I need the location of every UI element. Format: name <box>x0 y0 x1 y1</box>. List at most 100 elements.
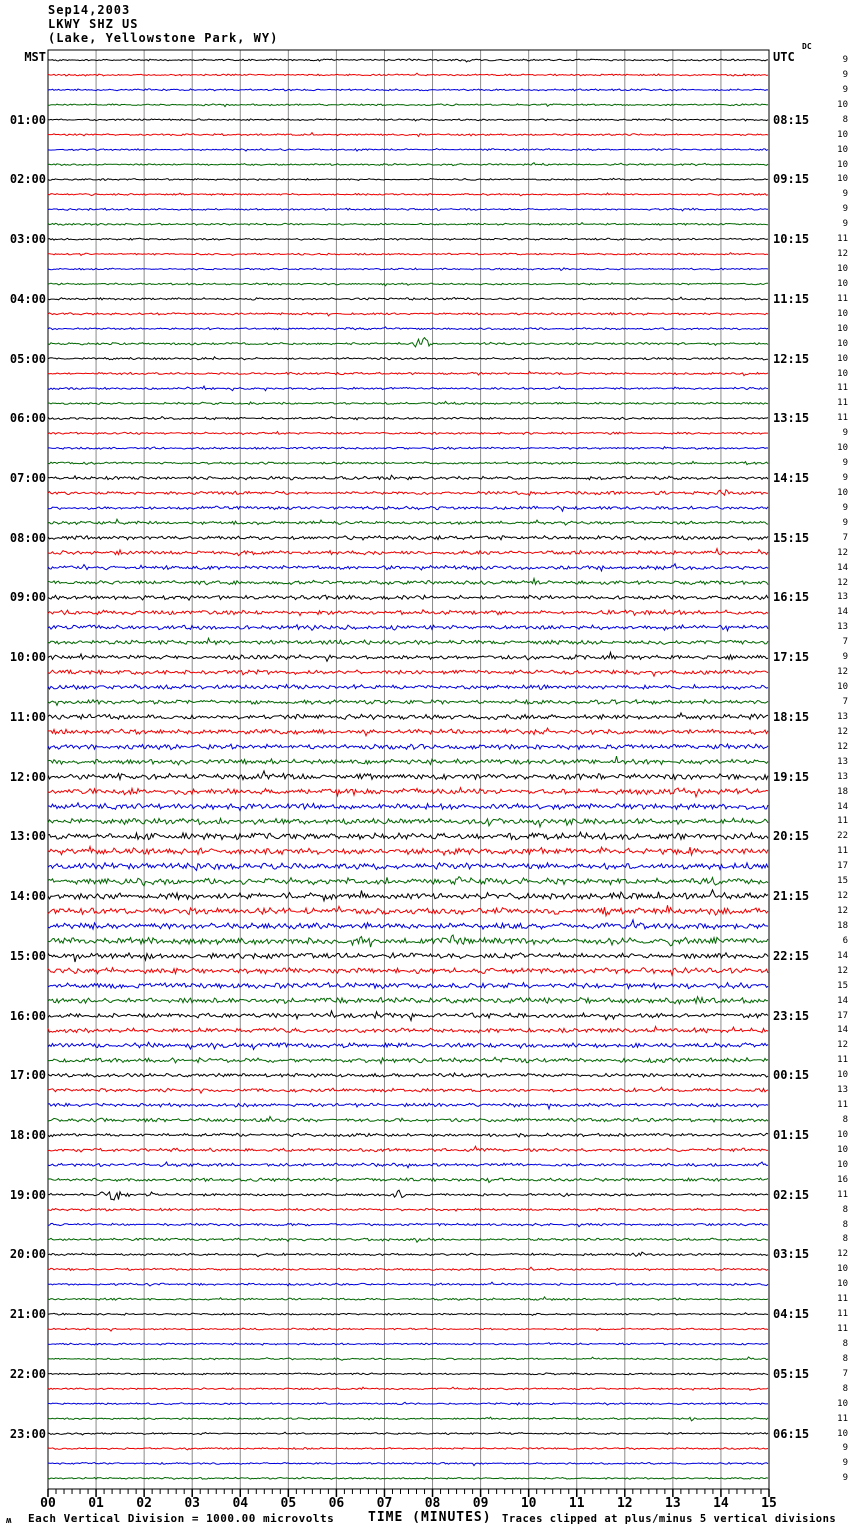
seismo-trace <box>47 430 768 436</box>
seismo-trace <box>47 650 769 663</box>
location-label: (Lake, Yellowstone Park, WY) <box>48 31 279 45</box>
dc-value: 12 <box>837 667 848 678</box>
dc-value: 11 <box>837 398 848 409</box>
dc-value: 9 <box>842 473 848 484</box>
mst-label: 21:00 <box>9 1307 46 1322</box>
dc-value: 10 <box>837 144 848 155</box>
mst-label: 15:00 <box>9 948 46 963</box>
utc-label: 15:15 <box>773 530 810 545</box>
dc-value: 14 <box>837 950 848 961</box>
utc-label: 22:15 <box>773 948 810 963</box>
seismo-trace <box>48 445 769 450</box>
seismo-trace <box>47 905 769 918</box>
seismo-trace <box>47 505 769 513</box>
x-tick-label: 13 <box>665 1496 681 1511</box>
dc-value: 12 <box>837 1040 848 1051</box>
seismo-trace <box>47 981 769 991</box>
dc-value: 12 <box>837 965 848 976</box>
seismo-trace <box>47 1041 769 1051</box>
dc-value: 11 <box>837 1413 848 1424</box>
dc-value: 8 <box>842 1383 848 1394</box>
dc-value: 15 <box>837 980 848 991</box>
seismo-trace <box>47 918 769 931</box>
dc-value: 22 <box>837 831 848 842</box>
dc-value: 16 <box>837 1174 848 1185</box>
seismo-trace <box>47 267 769 272</box>
seismo-trace <box>47 1024 769 1034</box>
dc-value: 9 <box>842 1473 848 1484</box>
dc-value: 14 <box>837 1025 848 1036</box>
seismo-trace <box>47 1222 769 1228</box>
seismo-trace <box>47 1115 769 1123</box>
dc-value: 13 <box>837 771 848 782</box>
seismo-trace <box>47 1401 769 1406</box>
dc-header: DC <box>802 42 812 51</box>
seismo-trace <box>47 726 769 738</box>
dc-value: 17 <box>837 1010 848 1021</box>
seismo-trace <box>47 517 769 526</box>
seismo-trace <box>47 1372 769 1376</box>
seismo-trace <box>47 830 769 842</box>
plot-frame <box>47 49 770 1490</box>
mst-label: 12:00 <box>9 769 46 784</box>
dc-value: 10 <box>837 323 848 334</box>
dc-value: 7 <box>842 1368 848 1379</box>
mst-label: 13:00 <box>9 829 46 844</box>
seismo-trace <box>47 474 769 481</box>
dc-value: 8 <box>842 1338 848 1349</box>
seismo-trace <box>47 668 769 678</box>
dc-value: 11 <box>837 1100 848 1111</box>
dc-value: 7 <box>842 532 848 543</box>
seismo-trace <box>47 576 769 586</box>
seismo-trace <box>48 1189 769 1201</box>
seismo-trace <box>47 460 769 466</box>
seismo-trace <box>47 888 769 903</box>
seismo-trace <box>47 1327 769 1332</box>
dc-value: 9 <box>842 517 848 528</box>
seismo-trace <box>47 103 769 108</box>
seismo-trace <box>47 311 769 317</box>
seismo-trace <box>47 1461 769 1467</box>
seismo-trace <box>47 875 769 887</box>
dc-value: 13 <box>837 592 848 603</box>
mst-label: 06:00 <box>9 411 46 426</box>
utc-label: 14:15 <box>773 471 810 486</box>
dc-value: 7 <box>842 637 848 648</box>
date-label: Sep14,2003 <box>48 3 131 17</box>
dc-value: 9 <box>842 1458 848 1469</box>
dc-value: 10 <box>837 278 848 289</box>
dc-value: 14 <box>837 562 848 573</box>
dc-value: 12 <box>837 577 848 588</box>
dc-value: 9 <box>842 428 848 439</box>
dc-value: 6 <box>842 935 848 946</box>
utc-label: 04:15 <box>773 1307 810 1322</box>
seismo-trace <box>47 207 769 212</box>
x-tick-label: 14 <box>713 1496 729 1511</box>
dc-value: 13 <box>837 711 848 722</box>
seismo-trace <box>47 1312 769 1317</box>
seismo-trace <box>47 755 769 766</box>
seismo-trace <box>47 683 769 691</box>
dc-value: 10 <box>837 1428 848 1439</box>
dc-value: 11 <box>837 234 848 245</box>
seismo-trace <box>47 1356 769 1361</box>
dc-value: 12 <box>837 547 848 558</box>
dc-value: 14 <box>837 995 848 1006</box>
seismo-trace <box>47 1251 769 1258</box>
footer-clip-note: Traces clipped at plus/minus 5 vertical … <box>502 1513 837 1525</box>
seismo-trace <box>47 995 769 1006</box>
dc-value: 11 <box>837 383 848 394</box>
utc-label: 02:15 <box>773 1187 810 1202</box>
dc-value: 18 <box>837 786 848 797</box>
utc-label: 18:15 <box>773 709 810 724</box>
mst-label: 05:00 <box>9 351 46 366</box>
dc-value: 9 <box>842 652 848 663</box>
x-axis-title: TIME (MINUTES) <box>368 1510 492 1525</box>
seismo-trace <box>47 711 769 721</box>
footer-scale-note: Each Vertical Division = 1000.00 microvo… <box>28 1512 335 1525</box>
dc-value: 8 <box>842 1234 848 1245</box>
dc-value: 8 <box>842 1353 848 1364</box>
seismo-trace <box>47 1431 769 1436</box>
seismo-trace <box>47 1341 769 1346</box>
seismo-trace <box>47 547 769 557</box>
